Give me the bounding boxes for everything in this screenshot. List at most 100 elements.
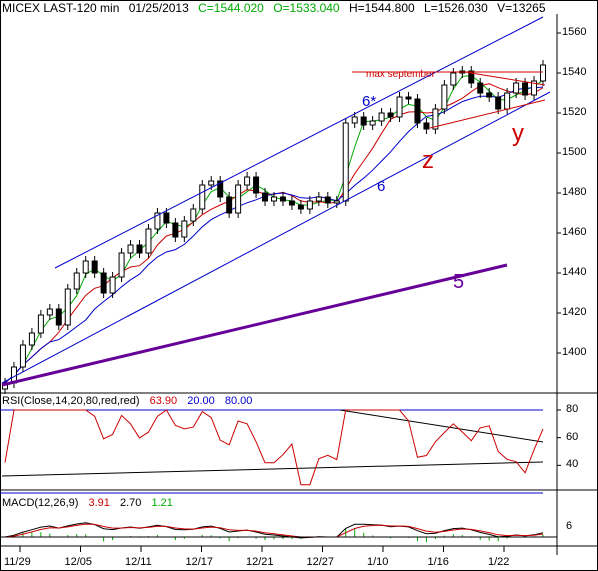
price-candles [2,60,546,394]
price-tick-label: 1460 [562,226,587,238]
rsi-upper-value: 80.00 [224,395,253,407]
candle-body [37,314,44,334]
candle-body [333,200,340,204]
time-tick-label: 12/21 [246,556,274,568]
annotation-wave-6: 6 [377,178,385,195]
candle-body [145,228,152,254]
candle-body [271,196,277,202]
candle-body [100,272,107,294]
time-tick-label: 12/17 [185,556,214,568]
chart-header: MICEX LAST-120 min 01/25/2013 C=1544.020… [2,1,552,15]
candle-body [235,184,242,214]
high-value: H=1544.800 [348,1,415,15]
time-tick-label: 1/16 [427,556,449,568]
candle-body [154,212,161,230]
trendline-5 [1,263,508,387]
candle-body [46,308,53,316]
macd-signal-value: 2.70 [119,497,142,509]
candle-body [522,82,529,96]
moving-averages [4,75,544,384]
low-value: L=1526.030 [424,1,488,15]
symbol-label: MICEX LAST-120 min [2,1,120,15]
candle-body [163,212,170,224]
candle-body [351,116,358,124]
candle-body [199,184,206,210]
candle-body [172,222,179,238]
price-tick-label: 1400 [562,346,587,358]
price-axis-ticks [557,32,561,354]
price-tick-label: 1480 [562,186,587,198]
candle-body [369,120,376,126]
candle-body [387,112,394,118]
time-tick-label: 12/27 [306,556,335,568]
candle-body [82,260,89,274]
macd-hist-value: 1.21 [151,497,173,509]
candle-body [432,108,439,130]
macd-tick-label: 6 [566,520,573,533]
time-tick-label: 1/10 [367,556,389,568]
rsi-title-row: RSI(Close,14,20,80,red,red) 63.90 20.00 … [2,395,259,407]
macd-value: 3.91 [88,497,110,509]
rsi-value: 63.90 [149,395,178,407]
time-tick-label: 1/22 [488,556,510,568]
date-label: 01/25/2013 [128,1,189,15]
candle-body [118,252,125,278]
rsi-line [4,409,544,486]
annotation-wave-z: z [422,147,434,174]
price-tick-label: 1420 [562,306,587,318]
annotation-max-september: max september [366,69,436,80]
triangle-lower-line [429,99,546,129]
candle-body [441,84,448,110]
time-tick-label: 12/11 [125,556,152,568]
open-value: O=1533.040 [273,1,340,15]
candle-body [262,192,269,202]
candle-body [226,196,233,214]
candle-body [297,204,304,210]
candle-body [360,116,367,126]
candle-body [504,92,511,110]
price-tick-label: 1500 [562,146,587,158]
candle-body [450,72,457,86]
candle-body [55,308,62,326]
macd-signal-line [4,523,544,538]
rsi-resistance-line [339,409,544,443]
triangle-upper-line [464,71,546,86]
candle-body [513,82,520,94]
candle-body [540,64,546,82]
volume-value: V=13265 [497,1,546,15]
rsi-tick-label: 40 [566,458,579,471]
close-value: C=1544.020 [198,1,264,15]
macd-title: MACD(12,26,9) [2,497,79,509]
time-tick-label: 11/29 [4,556,31,568]
candle-body [73,272,80,290]
rsi-support-line [1,461,544,477]
candle-body [486,92,493,98]
annotation-wave-y: y [512,120,524,147]
candle-body [405,96,412,100]
candle-body [342,122,349,202]
candle-body [64,288,71,326]
candle-body [288,200,295,206]
rsi-title: RSI(Close,14,20,80,red,red) [2,395,140,407]
price-tick-label: 1560 [562,26,587,38]
candle-body [306,200,313,210]
rsi-lower-value: 20.00 [187,395,215,407]
rsi-tick-label: 60 [566,430,579,443]
annotation-wave-6-star: 6* [362,93,376,110]
candle-body [477,82,484,94]
candle-body [414,98,421,124]
rsi-tick-label: 80 [566,403,579,415]
price-tick-label: 1540 [562,66,587,78]
candle-body [468,70,475,84]
macd-title-row: MACD(12,26,9) 3.91 2.70 1.21 [2,497,180,509]
candle-body [28,332,35,346]
candle-body [378,112,385,122]
candle-body [217,180,224,198]
candle-body [208,180,215,186]
candle-body [136,244,143,254]
candle-body [19,344,26,368]
rsi-axis [557,409,561,466]
candle-body [324,196,331,204]
